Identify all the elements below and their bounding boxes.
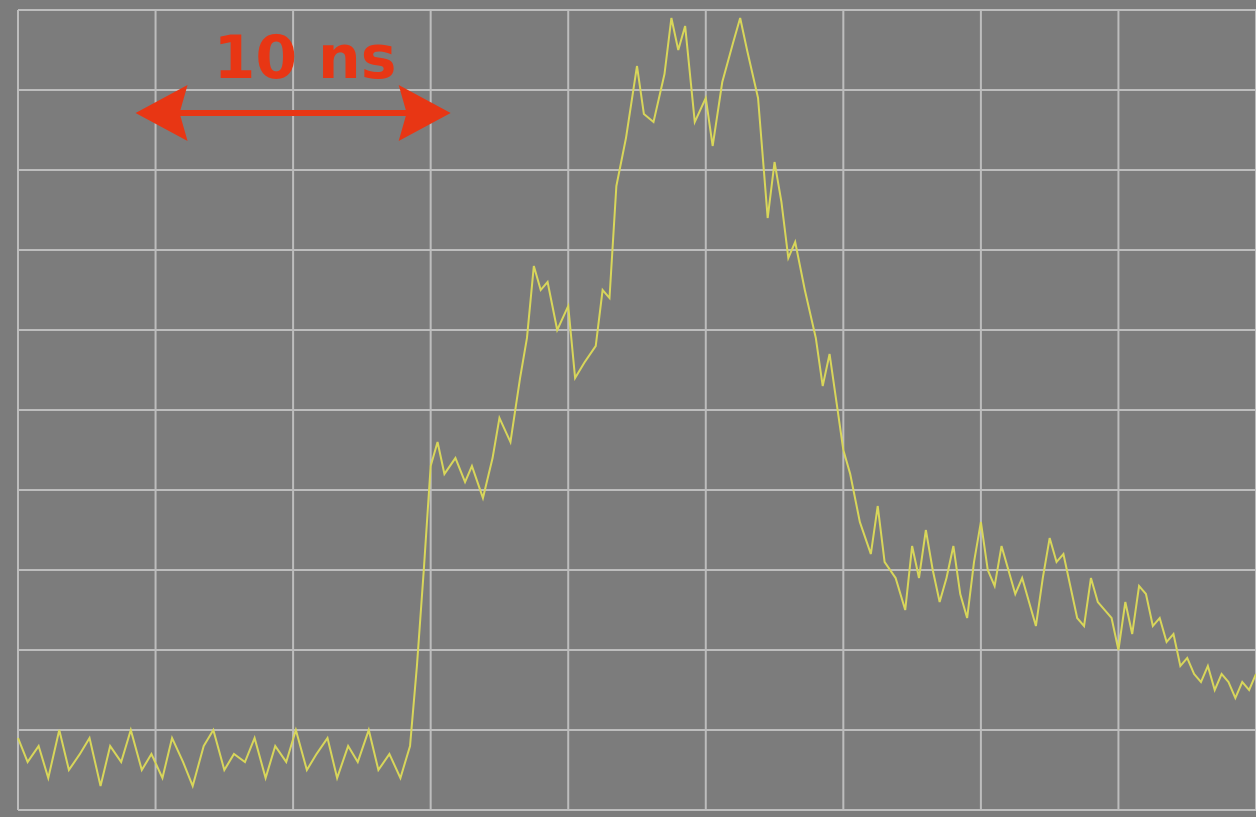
trace-line	[17, 17, 1256, 790]
scale-arrow-head-left	[135, 85, 188, 141]
grid	[17, 9, 1256, 811]
scale-label: 10 ns	[214, 23, 397, 93]
time-scale-annotation: 10 ns	[135, 23, 451, 141]
scale-arrow-head-right	[398, 85, 451, 141]
